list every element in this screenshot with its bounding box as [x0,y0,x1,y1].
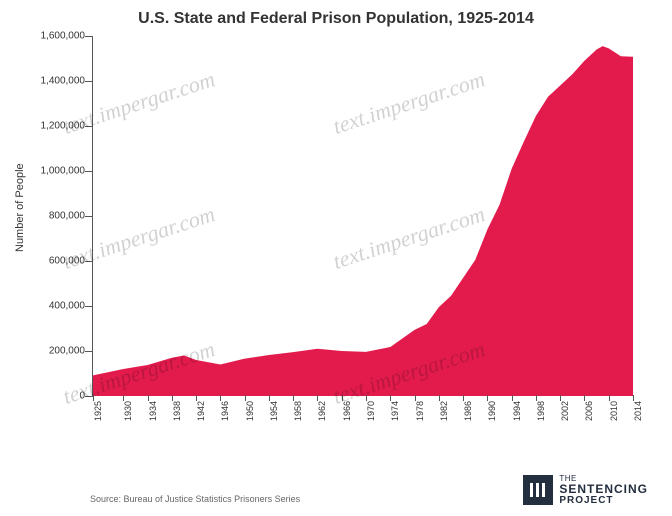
x-tick-label: 1978 [415,401,425,421]
y-tick-label: 600,000 [49,256,93,267]
area-path [93,46,633,396]
x-tick-label: 1986 [463,401,473,421]
y-tick-label: 1,200,000 [41,121,94,132]
source-text: Source: Bureau of Justice Statistics Pri… [90,494,300,504]
plot-area: 0200,000400,000600,000800,0001,000,0001,… [92,36,632,396]
x-tick-label: 1962 [317,401,327,421]
y-tick-label: 200,000 [49,346,93,357]
y-tick-label: 0 [79,391,93,402]
y-tick-label: 1,400,000 [41,76,94,87]
x-tick-label: 1946 [220,401,230,421]
x-tick-label: 1938 [172,401,182,421]
y-tick-label: 400,000 [49,301,93,312]
x-tick-label: 1970 [366,401,376,421]
x-tick-label: 1982 [439,401,449,421]
x-tick-label: 1934 [148,401,158,421]
logo-mark-icon [523,475,553,505]
logo-text: THE SENTENCING PROJECT [559,475,648,506]
x-tick-label: 1930 [123,401,133,421]
brand-logo: THE SENTENCING PROJECT [523,475,648,506]
area-series [93,36,633,396]
x-tick-label: 1990 [487,401,497,421]
y-tick-label: 1,600,000 [41,31,94,42]
x-tick-label: 2002 [560,401,570,421]
x-tick-label: 2014 [633,401,643,421]
chart-container: U.S. State and Federal Prison Population… [0,0,672,516]
x-tick-label: 1950 [245,401,255,421]
x-tick-label: 1925 [93,401,103,421]
x-tick-label: 1954 [269,401,279,421]
chart-title: U.S. State and Federal Prison Population… [20,10,652,28]
x-tick-label: 1974 [390,401,400,421]
x-tick-label: 1966 [342,401,352,421]
logo-line-2: SENTENCING [559,483,648,496]
y-axis-title: Number of People [14,163,26,252]
x-tick-label: 1998 [536,401,546,421]
logo-line-3: PROJECT [559,496,648,507]
x-tick-label: 1994 [512,401,522,421]
x-tick-label: 2006 [584,401,594,421]
y-tick-label: 800,000 [49,211,93,222]
y-tick-label: 1,000,000 [41,166,94,177]
x-tick-label: 1958 [293,401,303,421]
x-tick-label: 2010 [609,401,619,421]
x-tick-label: 1942 [196,401,206,421]
